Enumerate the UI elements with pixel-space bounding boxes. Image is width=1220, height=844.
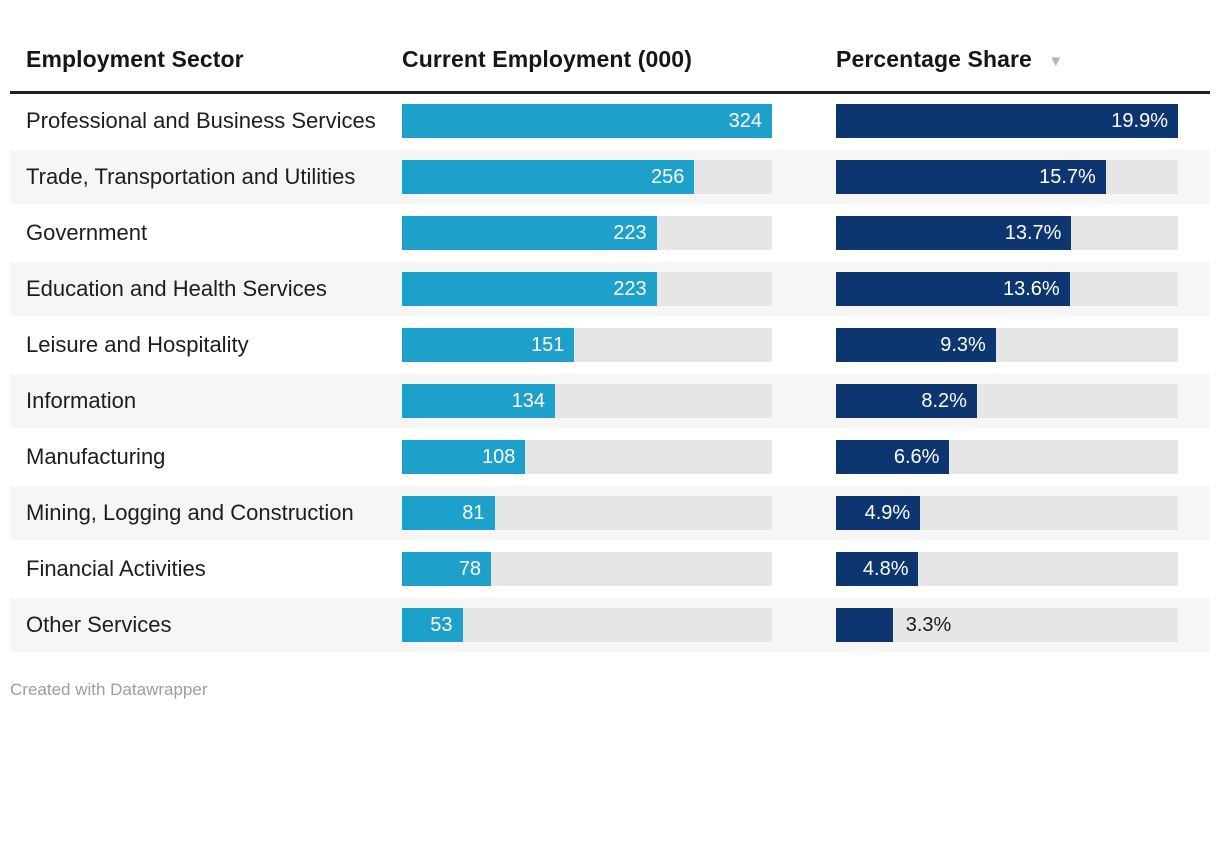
employment-bar: 324 [402,104,772,138]
share-value: 4.8% [862,557,909,580]
employment-bar: 256 [402,160,695,194]
employment-bar: 151 [402,328,575,362]
employment-table: Employment Sector Current Employment (00… [10,0,1210,654]
employment-bar: 223 [402,216,657,250]
employment-bar: 108 [402,440,526,474]
share-bar-track: 3.3% [836,608,1178,642]
employment-value: 108 [481,445,516,468]
employment-bar: 134 [402,384,556,418]
employment-bar-track: 223 [402,272,772,306]
datawrapper-credit-link[interactable]: Created with Datawrapper [10,680,208,699]
table-row: Education and Health Services 223 13.6% [10,262,1210,318]
column-header-current-employment[interactable]: Current Employment (000) [402,46,692,72]
share-bar-track: 19.9% [836,104,1178,138]
sector-label: Government [26,220,148,245]
employment-value: 53 [430,613,453,636]
table-row: Professional and Business Services 324 19.… [10,94,1210,150]
sector-label: Professional and Business Services [26,108,376,133]
share-value: 13.7% [1004,221,1062,244]
column-header-percentage-share-label: Percentage Share [836,46,1032,72]
sector-label: Manufacturing [26,444,166,469]
share-bar-track: 13.7% [836,216,1178,250]
sector-label: Information [26,388,137,413]
employment-bar-track: 108 [402,440,772,474]
share-bar: 19.9% [836,104,1178,138]
table-row: Government 223 13.7% [10,206,1210,262]
share-bar: 6.6% [836,440,950,474]
table-row: Financial Activities 78 4.8% [10,542,1210,598]
employment-bar: 53 [402,608,463,642]
employment-value: 256 [650,165,685,188]
table-row: Manufacturing 108 6.6% [10,430,1210,486]
table-row: Other Services 53 3.3% [10,598,1210,654]
sector-label: Mining, Logging and Construction [26,500,354,525]
employment-bar-track: 151 [402,328,772,362]
share-bar [836,608,893,642]
share-value: 13.6% [1003,277,1060,300]
employment-value: 78 [458,557,482,580]
table-row: Leisure and Hospitality 151 9.3% [10,318,1210,374]
share-bar: 8.2% [836,384,977,418]
share-bar-track: 9.3% [836,328,1178,362]
share-bar-track: 4.9% [836,496,1178,530]
employment-bar: 81 [402,496,495,530]
footer: Created with Datawrapper [10,680,1210,716]
share-bar-track: 13.6% [836,272,1178,306]
share-bar: 9.3% [836,328,996,362]
share-bar: 13.6% [836,272,1070,306]
sector-label: Trade, Transportation and Utilities [26,164,356,189]
employment-value: 81 [462,501,485,524]
employment-bar-track: 78 [402,552,772,586]
employment-bar-track: 324 [402,104,772,138]
employment-value: 151 [531,333,565,356]
share-bar-track: 6.6% [836,440,1178,474]
table-header-row: Employment Sector Current Employment (00… [10,0,1210,94]
share-value: 19.9% [1111,109,1168,132]
share-bar-track: 4.8% [836,552,1178,586]
share-bar: 4.8% [836,552,919,586]
share-bar: 4.9% [836,496,921,530]
sector-label: Other Services [26,612,172,637]
sector-label: Leisure and Hospitality [26,332,249,357]
employment-bar: 78 [402,552,492,586]
employment-bar-track: 81 [402,496,772,530]
share-bar: 13.7% [836,216,1072,250]
share-bar-track: 8.2% [836,384,1178,418]
employment-bar-track: 223 [402,216,772,250]
share-value: 6.6% [893,445,940,468]
share-value: 8.2% [921,389,967,412]
employment-value: 324 [728,109,762,132]
table-row: Trade, Transportation and Utilities 256 15… [10,150,1210,206]
share-bar-track: 15.7% [836,160,1178,194]
sector-label: Financial Activities [26,556,206,581]
column-header-percentage-share[interactable]: Percentage Share ▼ [836,46,1210,73]
employment-value: 223 [613,221,647,244]
employment-bar-track: 134 [402,384,772,418]
share-bar: 15.7% [836,160,1106,194]
table-body: Professional and Business Services 324 19.… [10,94,1210,654]
share-value: 15.7% [1039,165,1096,188]
share-value: 3.3% [905,613,952,636]
employment-bar-track: 53 [402,608,772,642]
employment-value: 223 [613,277,647,300]
share-value: 4.9% [864,501,911,524]
employment-bar-track: 256 [402,160,772,194]
sector-label: Education and Health Services [26,276,327,301]
share-value: 9.3% [940,333,986,356]
employment-bar: 223 [402,272,657,306]
table-row: Mining, Logging and Construction 81 4.9% [10,486,1210,542]
employment-value: 134 [511,389,546,412]
column-header-employment-sector[interactable]: Employment Sector [26,46,244,72]
sort-descending-icon[interactable]: ▼ [1048,53,1064,70]
table-row: Information 134 8.2% [10,374,1210,430]
